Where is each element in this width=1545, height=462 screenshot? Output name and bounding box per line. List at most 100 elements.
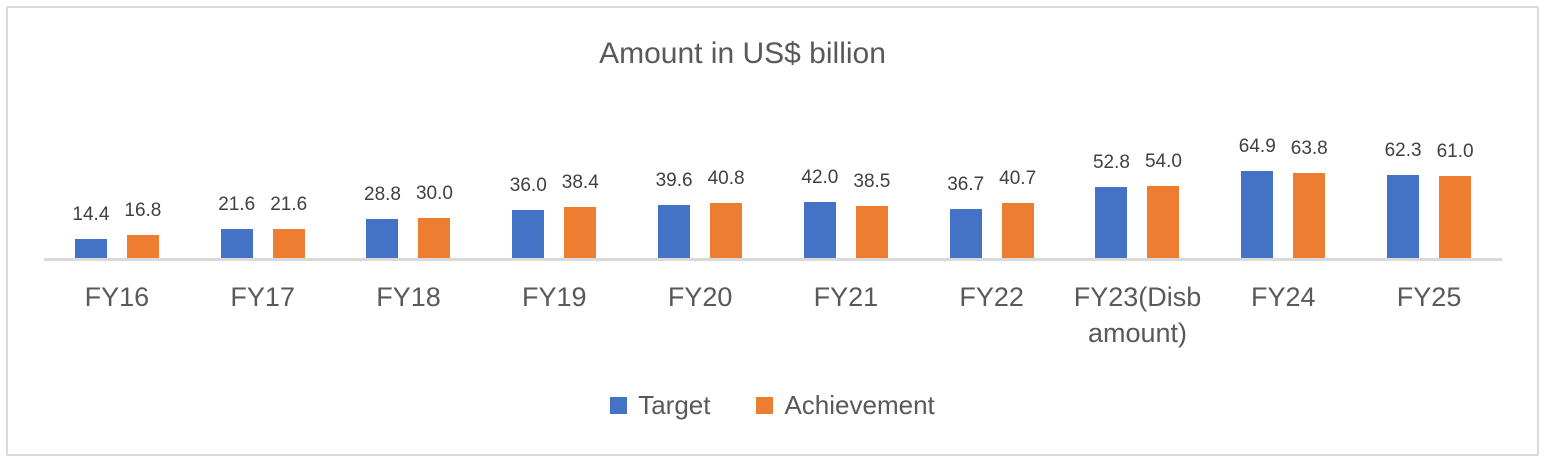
bar-target: [74, 239, 107, 258]
bar-column-target: 36.7: [947, 174, 984, 258]
bar-achievement: [564, 207, 597, 258]
data-label-achievement: 63.8: [1290, 138, 1328, 159]
legend-label: Achievement: [784, 390, 935, 420]
data-label-target: 28.8: [364, 184, 401, 205]
category-group: 64.9 63.8: [1210, 136, 1356, 258]
bar-column-achievement: 30.0: [416, 183, 453, 258]
bar-achievement: [1293, 173, 1326, 258]
bar-achievement: [855, 206, 888, 258]
category-group: 28.8 30.0: [336, 183, 482, 258]
legend: Target Achievement: [0, 390, 1545, 421]
data-label-target: 42.0: [801, 167, 839, 188]
legend-item-achievement: Achievement: [756, 390, 935, 421]
bar-target: [658, 205, 691, 258]
category-label: FY23(Disb amount): [1073, 282, 1202, 348]
bar-achievement: [126, 235, 159, 258]
bar-target: [512, 210, 545, 258]
legend-swatch-icon: [610, 397, 628, 414]
category-group: 36.0 38.4: [481, 172, 627, 258]
bar-pair: 42.0 38.5: [801, 167, 890, 258]
legend-swatch-icon: [756, 397, 774, 414]
category-label: FY18: [376, 282, 441, 312]
data-label-achievement: 21.6: [270, 194, 308, 215]
bar-column-achievement: 54.0: [1145, 151, 1182, 258]
bar-pair: 52.8 54.0: [1093, 151, 1182, 258]
category-label: FY21: [813, 282, 879, 312]
category-group: 36.7 40.7: [919, 168, 1065, 258]
bar-pair: 14.4 16.8: [72, 200, 161, 258]
legend-label: Target: [638, 390, 711, 420]
legend-item-target: Target: [610, 390, 710, 421]
bar-column-achievement: 40.8: [708, 168, 745, 258]
bar-achievement: [1147, 186, 1180, 258]
bar-pair: 36.0 38.4: [510, 172, 599, 258]
data-label-target: 36.0: [509, 175, 547, 196]
x-axis-line: [44, 258, 1502, 261]
bar-pair: 39.6 40.8: [656, 168, 745, 258]
chart-title: Amount in US$ billion: [599, 37, 886, 70]
bar-pair: 21.6 21.6: [218, 194, 307, 258]
bar-target: [949, 209, 982, 258]
bar-target: [1095, 187, 1128, 258]
bar-column-target: 62.3: [1385, 140, 1422, 258]
data-label-target: 14.4: [72, 204, 110, 225]
bar-column-target: 42.0: [801, 167, 838, 258]
category-label: FY20: [667, 282, 733, 312]
bar-column-achievement: 63.8: [1291, 138, 1328, 258]
bar-column-target: 52.8: [1093, 152, 1130, 258]
data-label-achievement: 38.4: [561, 172, 599, 193]
category-group: 14.4 16.8: [44, 200, 190, 258]
plot-area: 14.4 16.8 21.6 21.6 28.8 30.0 36.0 38.4 39.6 40.8…: [44, 133, 1502, 351]
data-label-achievement: 61.0: [1436, 141, 1474, 162]
category-label: FY25: [1396, 282, 1462, 312]
bar-column-achievement: 61.0: [1437, 141, 1474, 258]
bar-target: [366, 219, 399, 258]
bar-column-achievement: 21.6: [270, 194, 307, 258]
bar-achievement: [1001, 203, 1034, 258]
bar-target: [220, 229, 253, 258]
category-group: 42.0 38.5: [773, 167, 919, 258]
data-label-achievement: 54.0: [1144, 151, 1182, 172]
bar-column-target: 64.9: [1239, 136, 1276, 258]
bar-target: [1241, 171, 1274, 258]
bar-achievement: [418, 218, 451, 258]
data-label-target: 64.9: [1238, 136, 1276, 157]
bar-pair: 62.3 61.0: [1385, 140, 1474, 258]
data-label-achievement: 38.5: [853, 171, 891, 192]
categories-row: 14.4 16.8 21.6 21.6 28.8 30.0 36.0 38.4 39.6 40.8…: [44, 133, 1502, 258]
data-label-target: 21.6: [218, 194, 256, 215]
category-labels-row: FY16 FY17 FY18 FY19 FY20 FY21 FY22 FY23(Disb am…: [44, 279, 1502, 351]
bar-target: [803, 202, 836, 258]
data-label-target: 36.7: [947, 174, 985, 195]
data-label-achievement: 40.7: [999, 168, 1037, 189]
bar-column-target: 21.6: [218, 194, 255, 258]
data-label-achievement: 40.8: [707, 168, 745, 189]
category-group: 21.6 21.6: [190, 194, 336, 258]
data-label-target: 52.8: [1092, 152, 1130, 173]
bar-target: [1387, 175, 1420, 258]
data-label-achievement: 16.8: [124, 200, 162, 221]
bar-achievement: [710, 203, 743, 258]
data-label-target: 62.3: [1384, 140, 1422, 161]
bar-column-target: 14.4: [72, 204, 109, 258]
bar-pair: 28.8 30.0: [364, 183, 453, 258]
bar-column-achievement: 16.8: [124, 200, 161, 258]
category-group: 39.6 40.8: [627, 168, 773, 258]
bar-column-target: 36.0: [510, 175, 547, 258]
bar-column-target: 39.6: [656, 170, 693, 258]
bar-column-target: 28.8: [364, 184, 401, 258]
category-group: 52.8 54.0: [1065, 151, 1211, 258]
bar-pair: 36.7 40.7: [947, 168, 1036, 258]
category-group: 62.3 61.0: [1356, 140, 1502, 258]
bar-column-achievement: 38.4: [562, 172, 599, 258]
category-label: FY19: [522, 282, 587, 312]
category-label: FY24: [1251, 282, 1316, 312]
bar-column-achievement: 40.7: [999, 168, 1036, 258]
data-label-target: 39.6: [655, 170, 693, 191]
data-label-achievement: 30.0: [415, 183, 453, 204]
bar-column-achievement: 38.5: [853, 171, 890, 258]
category-label: FY16: [84, 282, 150, 312]
category-label: FY17: [230, 282, 295, 312]
bar-pair: 64.9 63.8: [1239, 136, 1328, 258]
